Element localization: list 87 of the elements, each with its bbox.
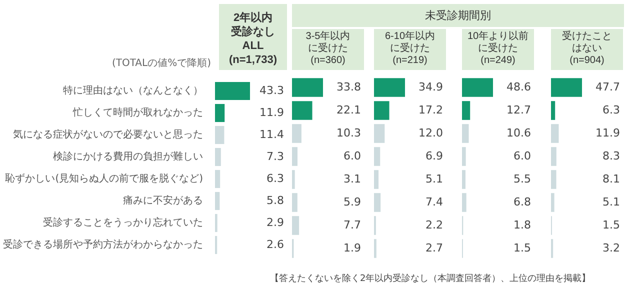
data-label: 10.6 [506, 126, 531, 140]
data-label: 11.9 [596, 126, 620, 140]
data-label: 33.8 [336, 80, 361, 94]
bar [374, 193, 381, 212]
y-tick-label: 忙しくて時間が取れなかった [72, 106, 203, 119]
y-tick-label: 特に理由はない（なんとなく） [63, 84, 203, 97]
bar [374, 147, 380, 166]
bar [462, 78, 493, 97]
data-label: 5.5 [514, 172, 531, 186]
y-tick-label: 恥ずかしい(見知らぬ人の前で服を脱ぐなど) [5, 172, 204, 185]
data-label: 1.8 [514, 218, 531, 232]
bar [215, 82, 250, 100]
bar [374, 124, 385, 143]
data-label: 7.3 [266, 150, 284, 163]
data-label: 5.8 [266, 194, 284, 207]
data-label: 11.9 [260, 106, 284, 119]
data-label: 6.8 [514, 195, 531, 208]
data-label: 6.3 [602, 103, 620, 116]
data-label: 10.3 [336, 126, 361, 140]
data-label: 5.1 [426, 172, 443, 186]
y-tick-label: 検診にかける費用の負担が難しい [53, 150, 203, 163]
bar [292, 147, 298, 166]
data-label: 12.7 [506, 103, 531, 116]
bar [551, 78, 582, 97]
data-label: 6.0 [344, 149, 361, 162]
text: 【答えたくないを除く2年以内受診なし（本調査回答者）、上位の理由を掲載】 [270, 272, 591, 285]
bar [215, 192, 220, 210]
bar [292, 124, 302, 143]
bar [551, 147, 556, 166]
bar [292, 216, 300, 235]
data-label: 6.0 [514, 149, 531, 162]
bar [292, 101, 312, 120]
bar [215, 126, 224, 144]
data-label: 1.9 [344, 241, 361, 254]
bar [551, 101, 556, 120]
chart-title: 受けたことはない (n=904) [561, 31, 613, 67]
y-tick-label: 痛みに不安がある [123, 194, 203, 207]
y-tick-label: 受診することをうっかり忘れていた [43, 216, 203, 229]
text: (TOTALの値%で降順) [112, 57, 211, 70]
bar [551, 170, 556, 189]
data-label: 7.7 [344, 218, 361, 232]
data-label: 48.6 [506, 80, 531, 94]
bar [551, 124, 559, 143]
bar [462, 124, 469, 143]
bar [462, 193, 466, 212]
data-label: 11.4 [260, 128, 284, 141]
data-label: 2.6 [266, 238, 284, 251]
data-label: 7.4 [426, 195, 443, 208]
data-label: 2.2 [426, 218, 443, 232]
bar [551, 193, 554, 212]
y-tick-label: 気になる症状がないので必要ないと思った [13, 128, 203, 141]
data-label: 1.5 [514, 241, 531, 254]
bar [374, 78, 405, 97]
data-label: 8.1 [602, 172, 620, 186]
bar [462, 147, 466, 166]
bar [215, 170, 220, 188]
data-label: 12.0 [418, 126, 443, 140]
bar [374, 101, 390, 120]
data-label: 5.1 [602, 195, 620, 208]
bar [292, 78, 323, 97]
bar [292, 170, 295, 189]
chart-title: 10年より以前に受けた (n=249) [466, 31, 530, 67]
data-label: 2.7 [426, 241, 443, 254]
bar [292, 193, 298, 212]
data-label: 34.9 [418, 80, 443, 94]
chart-title: 2年以内受診なし ALL (n=1,733) [228, 11, 278, 67]
y-tick-label: 受診できる場所や予約方法がわからなかった [3, 238, 203, 251]
data-label: 17.2 [418, 103, 443, 116]
bar [462, 170, 466, 189]
text: 未受診期間別 [292, 4, 624, 27]
data-label: 6.9 [426, 149, 443, 162]
data-label: 47.7 [596, 80, 620, 94]
data-label: 8.3 [602, 149, 620, 162]
bar [374, 170, 379, 189]
data-label: 6.3 [266, 172, 284, 185]
data-label: 3.2 [602, 241, 620, 254]
bar [215, 148, 221, 166]
data-label: 1.5 [602, 218, 620, 232]
data-label: 3.1 [344, 172, 361, 186]
chart-title: 3-5年以内に受けた (n=360) [304, 31, 352, 67]
chart-title: 6-10年以内に受けた (n=219) [384, 31, 436, 67]
data-label: 43.3 [260, 84, 284, 97]
data-label: 2.9 [266, 216, 284, 229]
bar [462, 101, 470, 120]
data-label: 5.9 [344, 195, 361, 208]
data-label: 22.1 [336, 103, 361, 116]
bar [215, 104, 225, 122]
